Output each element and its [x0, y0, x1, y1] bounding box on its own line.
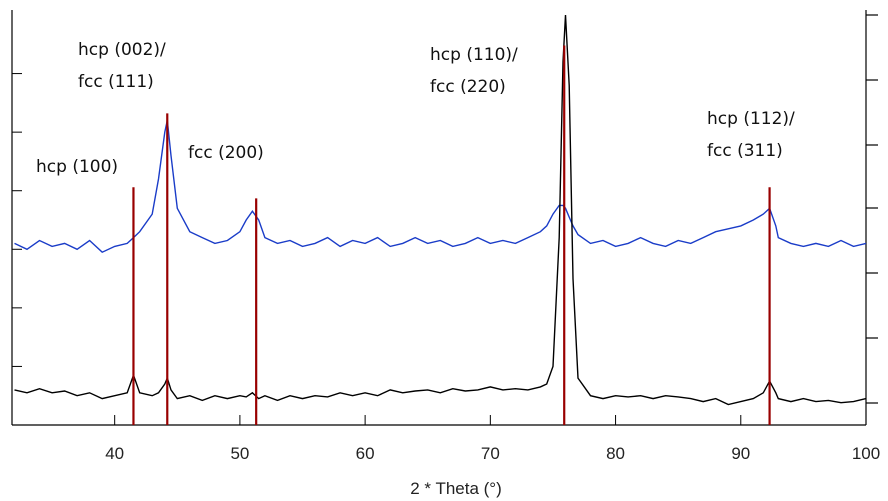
data-line — [14, 14, 867, 406]
frame — [11, 10, 878, 426]
x-tick-label: 50 — [230, 444, 249, 463]
peak-annotation: fcc (200) — [188, 143, 264, 163]
x-tick-label: 60 — [356, 444, 375, 463]
x-tick-label: 100 — [852, 444, 880, 463]
x-axis-title: 2 * Theta (°) — [410, 479, 502, 498]
x-tick-label: 70 — [481, 444, 500, 463]
x-tick-label: 90 — [731, 444, 750, 463]
peak-annotation: fcc (220) — [430, 77, 506, 97]
x-tick-label: 80 — [606, 444, 625, 463]
peak-annotation: hcp (002)/ — [78, 40, 166, 60]
peak-annotation: fcc (311) — [707, 141, 783, 161]
peak-annotation: hcp (110)/ — [430, 45, 518, 65]
data-line — [14, 120, 867, 254]
x-tick-label: 40 — [105, 444, 124, 463]
peak-annotation: hcp (100) — [36, 157, 118, 177]
peak-annotation: hcp (112)/ — [707, 109, 795, 129]
peak-annotation: fcc (111) — [78, 72, 154, 92]
